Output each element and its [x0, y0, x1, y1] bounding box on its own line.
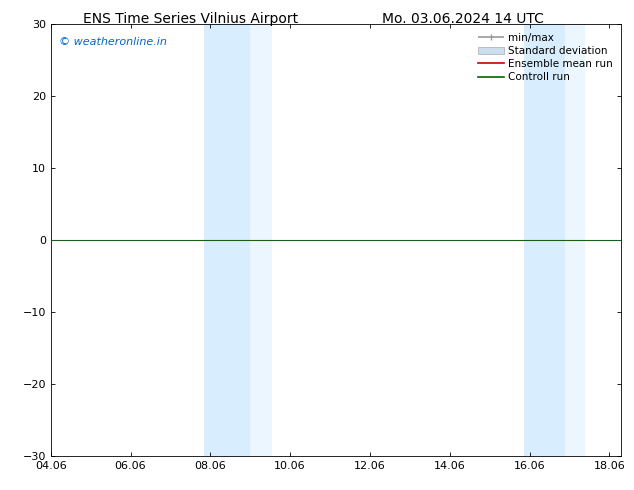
- Bar: [566, 24, 585, 456]
- Text: Mo. 03.06.2024 14 UTC: Mo. 03.06.2024 14 UTC: [382, 12, 544, 26]
- Legend: min/max, Standard deviation, Ensemble mean run, Controll run: min/max, Standard deviation, Ensemble me…: [475, 30, 616, 85]
- Bar: [250, 24, 272, 456]
- Bar: [204, 24, 250, 456]
- Bar: [524, 24, 566, 456]
- Text: © weatheronline.in: © weatheronline.in: [59, 37, 167, 48]
- Text: ENS Time Series Vilnius Airport: ENS Time Series Vilnius Airport: [82, 12, 298, 26]
